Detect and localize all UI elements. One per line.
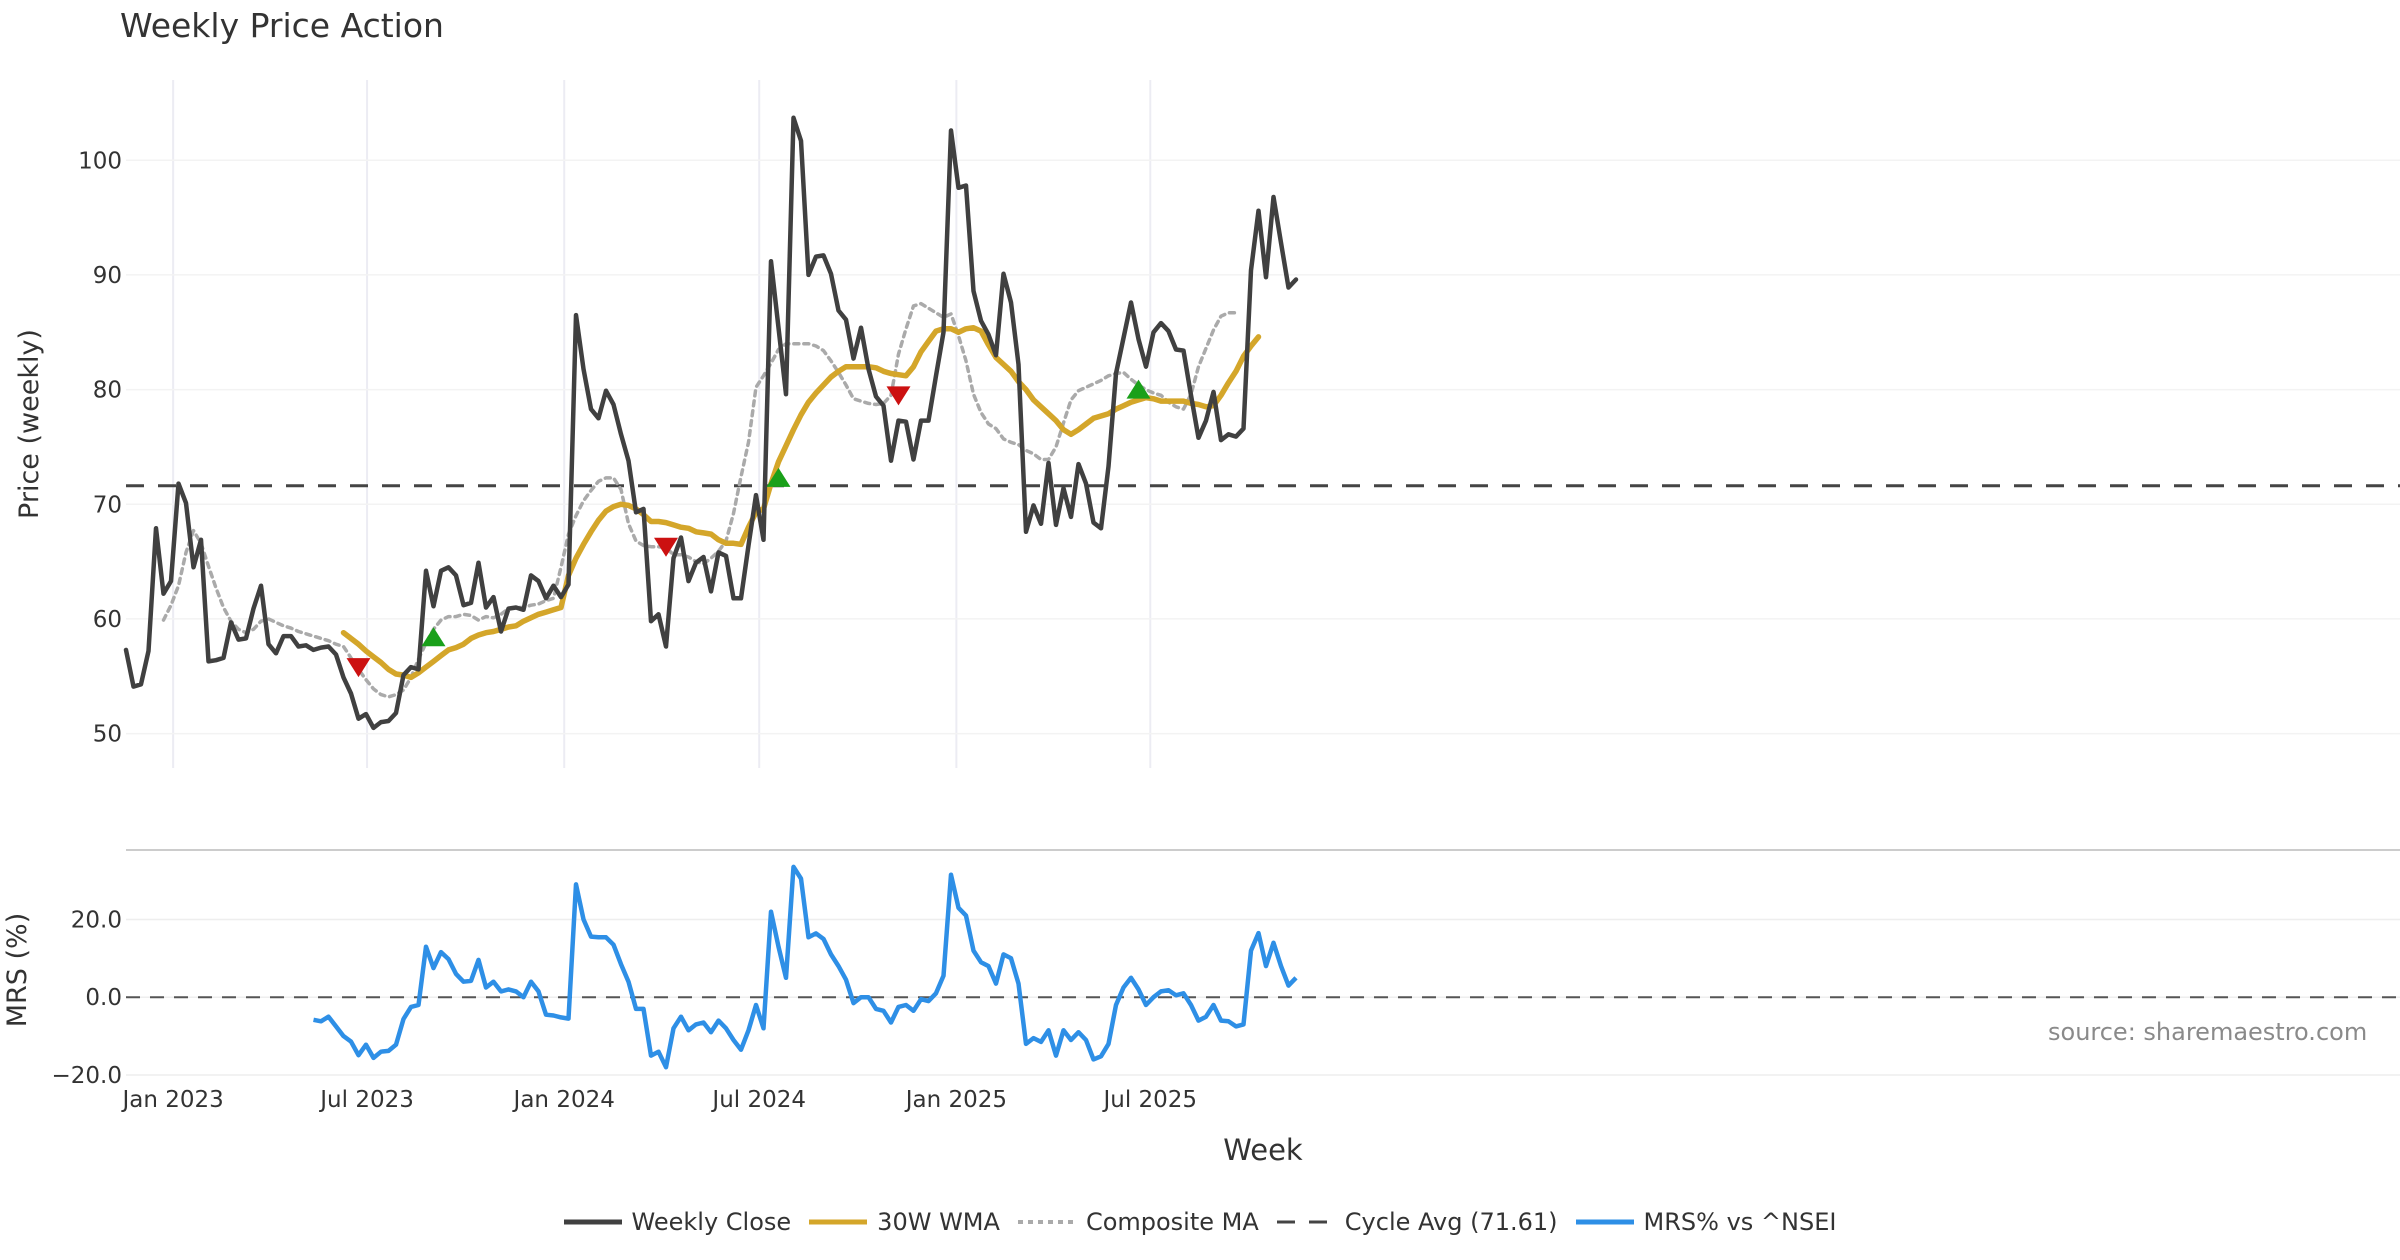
legend-swatch-composite-ma [1018,1217,1076,1227]
x-tick-label: Jul 2023 [318,1087,414,1113]
legend: Weekly Close 30W WMA Composite MA Cycle … [0,1208,2400,1236]
x-tick-label: Jul 2024 [710,1087,806,1113]
reference-lines [126,486,2400,997]
mrs-axis-label: MRS (%) [2,913,33,1028]
x-axis-label: Week [1223,1133,1303,1167]
legend-item-composite-ma: Composite MA [1018,1208,1259,1236]
weekly-close-line [126,118,1296,728]
price-y-tick-label: 50 [93,722,122,748]
chart-canvas: Jan 2023 Jul 2023 Jan 2024 Jul 2024 Jan 2025… [0,0,2400,1260]
legend-item-mrs: MRS% vs ^NSEI [1576,1208,1837,1236]
legend-item-wma: 30W WMA [809,1208,1000,1236]
legend-item-cycle-avg: Cycle Avg (71.61) [1277,1208,1558,1236]
x-tick-label: Jul 2025 [1101,1087,1197,1113]
price-y-tick-label: 80 [93,378,122,404]
x-tick-label: Jan 2025 [904,1087,1007,1113]
legend-label-composite-ma: Composite MA [1086,1208,1259,1236]
source-note: source: sharemaestro.com [2048,1018,2367,1046]
horizontal-gridlines [126,160,2400,1075]
legend-label-weekly-close: Weekly Close [632,1208,792,1236]
legend-label-wma: 30W WMA [877,1208,1000,1236]
price-axis-label: Price (weekly) [14,329,45,519]
mrs-y-tick-label: 0.0 [85,985,122,1011]
legend-label-mrs: MRS% vs ^NSEI [1644,1208,1837,1236]
price-y-tick-label: 70 [93,492,122,518]
mrs-y-tick-label: 20.0 [71,907,122,933]
legend-swatch-cycle-avg [1277,1217,1335,1227]
mrs-line [314,867,1297,1067]
x-tick-label: Jan 2024 [512,1087,615,1113]
vertical-gridlines [173,80,1150,768]
wma-line [344,328,1259,678]
buy-signal-marker [767,468,791,487]
legend-swatch-mrs [1576,1217,1634,1227]
price-y-tick-label: 100 [78,148,122,174]
x-tick-label: Jan 2023 [120,1087,223,1113]
price-y-tick-label: 60 [93,607,122,633]
legend-item-weekly-close: Weekly Close [564,1208,792,1236]
legend-swatch-weekly-close [564,1217,622,1227]
legend-label-cycle-avg: Cycle Avg (71.61) [1345,1208,1558,1236]
mrs-y-tick-label: −20.0 [52,1063,122,1089]
price-y-tick-label: 90 [93,263,122,289]
buy-signal-marker [422,627,446,646]
series-lines [126,118,1296,1067]
legend-swatch-wma [809,1217,867,1227]
